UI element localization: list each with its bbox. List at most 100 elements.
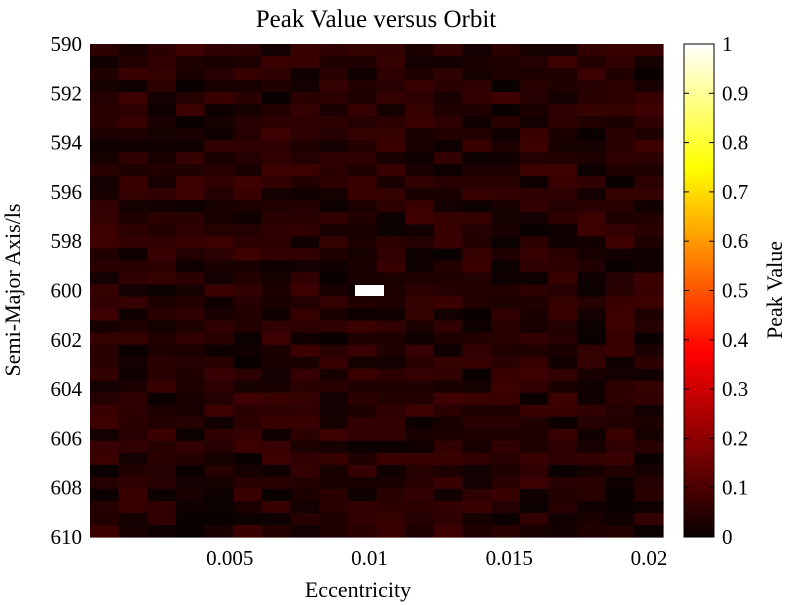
heatmap-cell bbox=[376, 416, 406, 430]
heatmap-cell bbox=[175, 260, 206, 274]
heatmap-cell bbox=[261, 80, 292, 93]
heatmap-cell bbox=[605, 368, 635, 382]
heatmap-cell bbox=[319, 152, 349, 165]
heatmap-cell bbox=[319, 476, 349, 490]
heatmap-cell bbox=[347, 392, 378, 406]
heatmap-cell bbox=[319, 332, 349, 346]
heatmap-cell bbox=[634, 524, 664, 538]
heatmap-cells bbox=[90, 44, 664, 538]
heatmap-cell bbox=[319, 272, 349, 286]
heatmap-cell bbox=[319, 104, 349, 117]
colorbar-tick-label: 0.8 bbox=[722, 131, 748, 155]
heatmap-cell bbox=[577, 272, 607, 286]
heatmap-cell bbox=[405, 104, 435, 117]
heatmap-cell bbox=[233, 188, 263, 201]
heatmap-cell bbox=[90, 236, 120, 250]
heatmap-cell bbox=[433, 332, 464, 346]
heatmap-cell bbox=[233, 272, 263, 286]
heatmap-cell bbox=[261, 320, 292, 334]
heatmap-cell bbox=[634, 116, 664, 129]
heatmap-cell bbox=[605, 452, 635, 466]
heatmap-cell bbox=[548, 248, 578, 262]
heatmap-cell bbox=[519, 128, 549, 141]
heatmap-cell bbox=[118, 272, 148, 286]
heatmap-cell bbox=[233, 500, 263, 514]
heatmap-cell bbox=[347, 272, 378, 286]
heatmap-cell bbox=[175, 404, 206, 418]
heatmap-cell bbox=[519, 200, 549, 213]
heatmap-cell bbox=[491, 92, 521, 105]
heatmap-cell bbox=[118, 488, 148, 502]
heatmap-cell bbox=[605, 296, 635, 310]
x-tick-label: 0.01 bbox=[351, 546, 388, 570]
heatmap-cell bbox=[405, 224, 435, 237]
heatmap-cell bbox=[491, 476, 521, 490]
heatmap-cell bbox=[462, 224, 492, 237]
heatmap-cell bbox=[577, 440, 607, 454]
heatmap-cell bbox=[548, 524, 578, 538]
heatmap-cell bbox=[519, 380, 549, 394]
heatmap-cell bbox=[233, 476, 263, 490]
heatmap-cell bbox=[290, 524, 320, 538]
heatmap-cell bbox=[319, 512, 349, 526]
heatmap-cell bbox=[175, 56, 206, 69]
heatmap-cell bbox=[548, 56, 578, 69]
heatmap-cell bbox=[491, 332, 521, 346]
heatmap-cell bbox=[347, 224, 378, 237]
heatmap-cell bbox=[347, 200, 378, 213]
heatmap-cell bbox=[118, 344, 148, 358]
heatmap-cell bbox=[405, 404, 435, 418]
heatmap-cell bbox=[433, 416, 464, 430]
heatmap-cell bbox=[605, 512, 635, 526]
heatmap-cell bbox=[290, 284, 320, 298]
heatmap-cell bbox=[233, 68, 263, 81]
heatmap-cell bbox=[290, 212, 320, 225]
heatmap-cell bbox=[491, 284, 521, 298]
heatmap-cell bbox=[577, 80, 607, 93]
heatmap-cell bbox=[90, 416, 120, 430]
heatmap-cell bbox=[519, 104, 549, 117]
heatmap-cell bbox=[290, 428, 320, 442]
heatmap-cell bbox=[548, 260, 578, 274]
heatmap-cell bbox=[577, 500, 607, 514]
heatmap-cell bbox=[347, 140, 378, 153]
heatmap-cell bbox=[319, 416, 349, 430]
heatmap-cell bbox=[548, 356, 578, 370]
heatmap-cell bbox=[433, 116, 464, 129]
heatmap-cell bbox=[118, 200, 148, 213]
heatmap-cell bbox=[462, 296, 492, 310]
heatmap-cell bbox=[319, 68, 349, 81]
heatmap-cell bbox=[577, 68, 607, 81]
peak-cell bbox=[355, 285, 384, 296]
heatmap-cell bbox=[290, 452, 320, 466]
heatmap-cell bbox=[433, 464, 464, 478]
heatmap-cell bbox=[90, 128, 120, 141]
heatmap-cell bbox=[634, 56, 664, 69]
heatmap-cell bbox=[491, 356, 521, 370]
heatmap-cell bbox=[577, 236, 607, 250]
heatmap-cell bbox=[605, 236, 635, 250]
heatmap-cell bbox=[462, 380, 492, 394]
heatmap-cell bbox=[204, 116, 234, 129]
heatmap-cell bbox=[261, 116, 292, 129]
heatmap-cell bbox=[319, 224, 349, 237]
heatmap-cell bbox=[204, 44, 234, 57]
heatmap-cell bbox=[491, 116, 521, 129]
heatmap-cell bbox=[147, 464, 177, 478]
heatmap-cell bbox=[491, 128, 521, 141]
heatmap-cell bbox=[204, 476, 234, 490]
heatmap-cell bbox=[290, 416, 320, 430]
heatmap-cell bbox=[261, 332, 292, 346]
y-tick-label: 608 bbox=[51, 476, 83, 500]
y-tick-label: 592 bbox=[51, 81, 83, 105]
heatmap-cell bbox=[462, 260, 492, 274]
heatmap-cell bbox=[605, 392, 635, 406]
heatmap-cell bbox=[519, 284, 549, 298]
heatmap-cell bbox=[605, 344, 635, 358]
heatmap-cell bbox=[605, 212, 635, 225]
heatmap-cell bbox=[519, 320, 549, 334]
heatmap-cell bbox=[548, 308, 578, 322]
heatmap-cell bbox=[605, 188, 635, 201]
heatmap-cell bbox=[433, 200, 464, 213]
